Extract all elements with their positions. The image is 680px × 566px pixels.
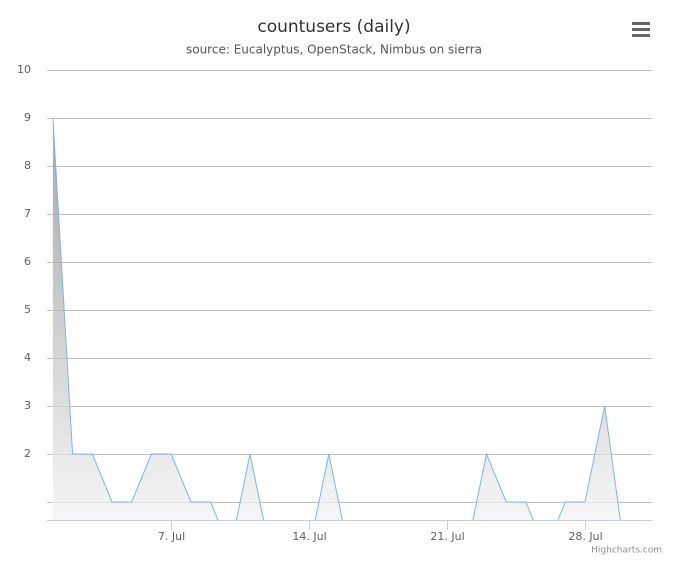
x-tick-label: 28. Jul [568, 530, 602, 543]
x-tick-label: 14. Jul [292, 530, 326, 543]
menu-bar [632, 34, 650, 37]
menu-bar [632, 28, 650, 31]
series-line [52, 117, 621, 520]
y-tick-label: 3 [24, 399, 31, 412]
y-tick-label: 9 [24, 111, 31, 124]
x-tick-label: 21. Jul [430, 530, 464, 543]
y-tick-label: 5 [24, 303, 31, 316]
menu-bar [632, 22, 650, 25]
menu-button[interactable] [632, 22, 650, 37]
y-tick-label: 4 [24, 351, 31, 364]
y-tick-label: 8 [24, 159, 31, 172]
y-tick-label: 6 [24, 255, 31, 268]
chart-subtitle: source: Eucalyptus, OpenStack, Nimbus on… [186, 43, 482, 57]
y-tick-label: 10 [17, 63, 31, 76]
credits[interactable]: Highcharts.com [591, 546, 662, 556]
y-tick-label: 2 [24, 447, 31, 460]
x-tick-label: 7. Jul [158, 530, 185, 543]
y-tick-label: 7 [24, 207, 31, 220]
chart-title: countusers (daily) [257, 17, 410, 37]
